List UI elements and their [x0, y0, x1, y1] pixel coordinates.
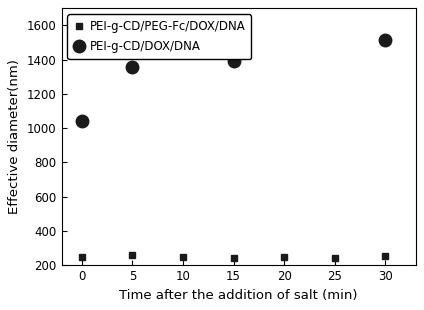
Line: PEI-g-CD/PEG-Fc/DOX/DNA: PEI-g-CD/PEG-Fc/DOX/DNA — [78, 251, 389, 261]
PEI-g-CD/DOX/DNA — [130, 65, 135, 69]
PEI-g-CD/DOX/DNA — [383, 38, 388, 42]
PEI-g-CD/PEG-Fc/DOX/DNA — [79, 255, 84, 259]
PEI-g-CD/PEG-Fc/DOX/DNA — [282, 255, 287, 259]
PEI-g-CD/DOX/DNA — [79, 119, 84, 122]
PEI-g-CD/PEG-Fc/DOX/DNA — [130, 253, 135, 257]
PEI-g-CD/DOX/DNA — [231, 59, 236, 62]
PEI-g-CD/PEG-Fc/DOX/DNA — [180, 255, 185, 259]
PEI-g-CD/PEG-Fc/DOX/DNA — [383, 254, 388, 258]
Legend: PEI-g-CD/PEG-Fc/DOX/DNA, PEI-g-CD/DOX/DNA: PEI-g-CD/PEG-Fc/DOX/DNA, PEI-g-CD/DOX/DN… — [67, 14, 251, 59]
X-axis label: Time after the addition of salt (min): Time after the addition of salt (min) — [119, 289, 358, 302]
Line: PEI-g-CD/DOX/DNA: PEI-g-CD/DOX/DNA — [75, 34, 391, 127]
Y-axis label: Effective diameter(nm): Effective diameter(nm) — [8, 59, 21, 214]
PEI-g-CD/PEG-Fc/DOX/DNA — [332, 256, 337, 260]
PEI-g-CD/PEG-Fc/DOX/DNA — [231, 256, 236, 259]
